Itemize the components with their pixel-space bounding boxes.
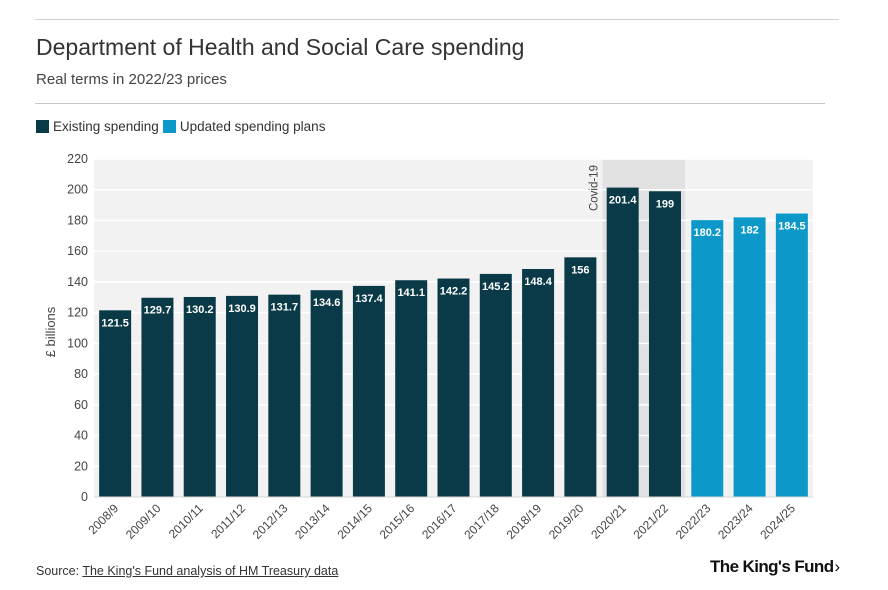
kings-fund-logo[interactable]: The King's Fund›	[710, 557, 840, 577]
bar-existing-2016/17	[437, 278, 470, 497]
x-tick-label-2009/10: 2009/10	[123, 501, 164, 542]
y-tick-label-100: 100	[67, 336, 88, 350]
source-prefix: Source:	[36, 564, 83, 578]
y-tick-label-60: 60	[74, 398, 88, 412]
data-label-2015/16: 141.1	[397, 287, 425, 299]
bar-existing-2017/18	[479, 273, 512, 497]
bar-updated-2023/24	[733, 217, 766, 497]
chart-title: Department of Health and Social Care spe…	[36, 34, 525, 60]
y-tick-label-180: 180	[67, 213, 88, 227]
x-tick-label-2021/22: 2021/22	[631, 501, 672, 542]
bar-updated-2024/25	[775, 213, 808, 498]
x-tick-label-2010/11: 2010/11	[166, 501, 206, 541]
bar-existing-2015/16	[395, 280, 428, 497]
y-tick-label-20: 20	[74, 459, 88, 473]
bar-updated-2022/23	[691, 220, 724, 497]
y-tick-label-200: 200	[67, 183, 88, 197]
y-tick-label-80: 80	[74, 367, 88, 381]
y-tick-label-220: 220	[67, 152, 88, 166]
x-tick-label-2018/19: 2018/19	[504, 501, 545, 542]
bar-existing-2009/10	[141, 297, 174, 497]
y-axis-label: £ billions	[43, 306, 58, 357]
data-label-2011/12: 130.9	[228, 303, 256, 315]
x-tick-label-2020/21: 2020/21	[588, 501, 629, 542]
x-tick-label-2023/24: 2023/24	[715, 501, 756, 542]
data-label-2014/15: 137.4	[355, 293, 383, 305]
x-tick-label-2017/18: 2017/18	[461, 501, 502, 542]
x-tick-label-2016/17: 2016/17	[419, 501, 460, 542]
source-link[interactable]: The King's Fund analysis of HM Treasury …	[82, 564, 339, 578]
legend-item-existing[interactable]: Existing spending	[36, 119, 159, 134]
x-tick-label-2013/14: 2013/14	[292, 501, 333, 542]
top-divider	[35, 19, 839, 20]
bar-existing-2014/15	[352, 285, 385, 497]
y-tick-label-40: 40	[74, 429, 88, 443]
x-tick-label-2024/25: 2024/25	[757, 501, 798, 542]
bar-existing-2019/20	[564, 257, 597, 497]
data-label-2008/9: 121.5	[101, 317, 129, 329]
data-label-2018/19: 148.4	[524, 276, 552, 288]
data-label-2023/24: 182	[740, 224, 758, 236]
data-label-2016/17: 142.2	[440, 286, 468, 298]
legend-item-updated[interactable]: Updated spending plans	[162, 119, 326, 134]
bar-existing-2010/11	[183, 296, 216, 497]
logo-text: The King's Fund	[710, 557, 834, 576]
x-tick-label-2011/12: 2011/12	[208, 501, 248, 541]
bar-existing-2008/9	[99, 310, 132, 497]
x-tick-label-2022/23: 2022/23	[673, 501, 714, 542]
x-tick-label-2014/15: 2014/15	[334, 501, 375, 542]
bar-existing-2020/21	[606, 187, 639, 498]
header-divider	[35, 103, 825, 104]
logo-chevron-icon: ›	[834, 557, 840, 576]
data-label-2021/22: 199	[656, 198, 674, 210]
bar-existing-2018/19	[522, 269, 555, 497]
legend-label-updated: Updated spending plans	[179, 119, 326, 134]
data-label-2024/25: 184.5	[778, 221, 806, 233]
x-tick-label-2012/13: 2012/13	[250, 501, 291, 542]
data-label-2009/10: 129.7	[144, 305, 172, 317]
source-note: Source: The King's Fund analysis of HM T…	[36, 564, 338, 578]
data-label-2022/23: 180.2	[693, 227, 721, 239]
bar-existing-2021/22	[648, 191, 681, 497]
data-label-2020/21: 201.4	[609, 195, 637, 207]
legend-swatch-updated	[162, 120, 176, 133]
data-label-2019/20: 156	[571, 264, 589, 276]
bar-existing-2012/13	[268, 294, 301, 497]
x-tick-label-2015/16: 2015/16	[377, 501, 418, 542]
covid-annotation: Covid-19	[589, 165, 601, 211]
data-label-2012/13: 131.7	[271, 302, 299, 314]
data-label-2017/18: 145.2	[482, 281, 510, 293]
bar-existing-2011/12	[226, 295, 259, 497]
x-tick-label-2019/20: 2019/20	[546, 501, 587, 542]
x-tick-label-2008/9: 2008/9	[85, 501, 121, 537]
data-label-2013/14: 134.6	[313, 297, 341, 309]
legend-swatch-existing	[36, 120, 49, 133]
chart-subtitle: Real terms in 2022/23 prices	[36, 71, 227, 88]
y-tick-label-0: 0	[81, 490, 88, 504]
y-tick-label-140: 140	[67, 275, 88, 289]
y-tick-label-160: 160	[67, 244, 88, 258]
bar-existing-2013/14	[310, 290, 343, 497]
y-tick-label-120: 120	[67, 306, 88, 320]
data-label-2010/11: 130.2	[186, 304, 214, 316]
legend-label-existing: Existing spending	[53, 119, 159, 134]
legend: Existing spending Updated spending plans	[36, 119, 329, 134]
